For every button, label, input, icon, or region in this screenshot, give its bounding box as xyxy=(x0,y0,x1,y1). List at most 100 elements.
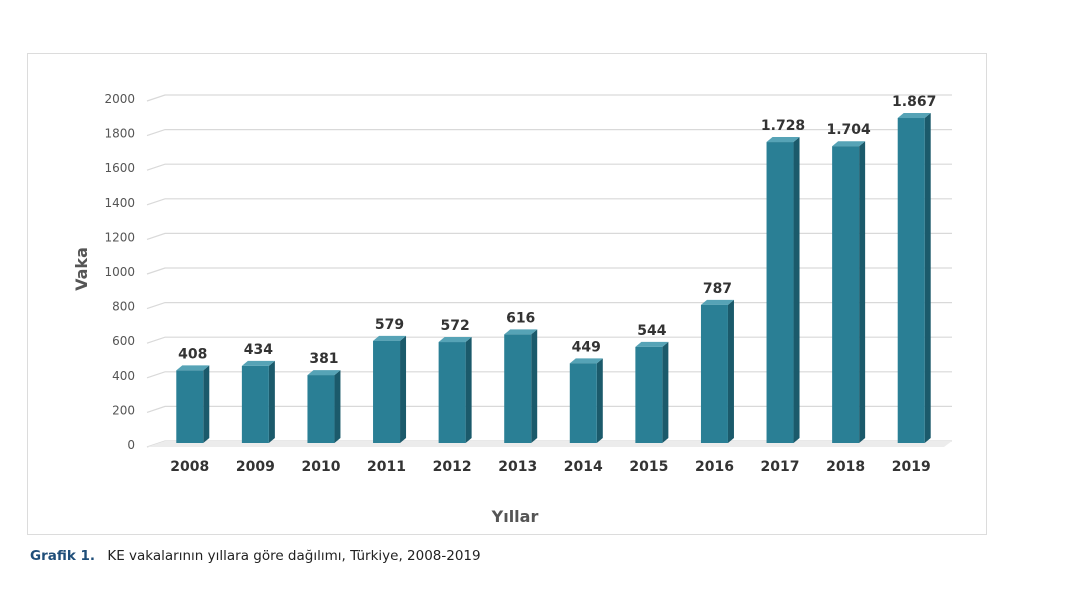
data-label: 544 xyxy=(637,323,666,339)
x-tick-label: 2013 xyxy=(498,459,537,475)
y-tick-label: 800 xyxy=(112,300,135,314)
gridline xyxy=(146,267,952,275)
bar-2018 xyxy=(832,141,866,443)
bar-side xyxy=(203,365,210,443)
bar-2012 xyxy=(438,337,472,443)
y-axis-title: Vaka xyxy=(72,247,91,291)
bar-side xyxy=(662,341,669,443)
bar-side xyxy=(793,137,800,443)
bar-2017 xyxy=(766,137,800,443)
y-tick-label: 0 xyxy=(127,438,135,452)
bar-2011 xyxy=(373,335,407,443)
chart-floor xyxy=(147,441,952,447)
bar-top xyxy=(897,113,931,119)
bar-side xyxy=(268,360,275,443)
bar-side xyxy=(596,358,603,443)
x-tick-label: 2018 xyxy=(826,459,865,475)
y-tick-label: 1200 xyxy=(104,230,135,244)
data-label: 1.867 xyxy=(892,94,936,110)
data-label: 408 xyxy=(178,346,207,362)
bar-front xyxy=(504,334,532,443)
bar-top xyxy=(438,337,472,343)
bar-top xyxy=(832,141,866,147)
bar-side xyxy=(859,141,866,443)
x-tick-label: 2016 xyxy=(695,459,734,475)
bar-top xyxy=(176,365,210,371)
chart-frame xyxy=(27,53,987,535)
x-axis-title: Yıllar xyxy=(491,507,539,526)
bar-2015 xyxy=(635,341,669,443)
bar-2019 xyxy=(897,113,931,443)
x-tick-label: 2012 xyxy=(433,459,472,475)
bar-front xyxy=(307,375,335,443)
bar-top xyxy=(373,335,407,341)
y-tick-label: 2000 xyxy=(104,92,135,106)
x-tick-label: 2008 xyxy=(170,459,209,475)
figure-caption: Grafik 1. KE vakalarının yıllara göre da… xyxy=(30,548,481,564)
y-tick-label: 400 xyxy=(112,369,135,383)
bar-front xyxy=(241,365,269,443)
gridline xyxy=(146,371,952,379)
bar-2016 xyxy=(700,299,734,443)
data-label: 1.704 xyxy=(826,122,871,138)
y-tick-label: 1800 xyxy=(104,127,135,141)
gridlines xyxy=(146,94,952,448)
x-tick-label: 2019 xyxy=(892,459,931,475)
bar-top xyxy=(766,137,800,143)
bar-front xyxy=(766,142,794,443)
y-axis-ticks: 0 200 400 600 800 1000 1200 1400 1600 1800 2000 xyxy=(104,92,135,452)
bar-side xyxy=(400,335,407,443)
bar-chart: 0 200 400 600 800 1000 1200 1400 1600 1800 2000 40… xyxy=(72,92,952,526)
bar-2008 xyxy=(176,365,210,443)
y-tick-label: 1600 xyxy=(104,161,135,175)
data-label: 434 xyxy=(244,342,273,358)
x-tick-label: 2015 xyxy=(629,459,668,475)
bar-2010 xyxy=(307,370,341,443)
y-tick-label: 200 xyxy=(112,403,135,417)
bar-top xyxy=(569,358,603,364)
caption-text: KE vakalarının yıllara göre dağılımı, Tü… xyxy=(107,548,481,564)
bar-side xyxy=(531,329,538,443)
y-tick-label: 600 xyxy=(112,334,135,348)
data-label: 787 xyxy=(703,281,732,297)
bar-front xyxy=(176,370,204,443)
bar-top xyxy=(307,370,341,376)
gridline xyxy=(146,163,952,171)
data-label: 449 xyxy=(572,339,601,355)
bar-front xyxy=(569,363,597,443)
bar-2014 xyxy=(569,358,603,443)
data-labels: 408 434 381 579 572 616 449 544 787 1.728 1.704 1.8… xyxy=(178,94,936,367)
y-tick-label: 1000 xyxy=(104,265,135,279)
bar-2013 xyxy=(504,329,538,443)
bar-side xyxy=(334,370,341,443)
data-label: 381 xyxy=(309,351,338,367)
bar-side xyxy=(727,299,734,443)
bar-front xyxy=(832,146,860,443)
x-tick-label: 2014 xyxy=(564,459,603,475)
y-tick-label: 1400 xyxy=(104,196,135,210)
caption-label: Grafik 1. xyxy=(30,548,96,564)
gridline xyxy=(146,128,952,137)
bar-front xyxy=(373,340,401,443)
data-label: 616 xyxy=(506,310,535,326)
bar-front xyxy=(897,118,925,443)
bars xyxy=(176,113,931,443)
gridline xyxy=(146,94,952,102)
x-tick-label: 2011 xyxy=(367,459,406,475)
bar-top xyxy=(241,360,275,366)
data-label: 579 xyxy=(375,317,404,333)
gridline xyxy=(146,302,952,310)
bar-side xyxy=(465,337,472,443)
gridline xyxy=(146,336,952,344)
bar-side xyxy=(924,113,931,443)
x-tick-label: 2010 xyxy=(301,459,340,475)
x-tick-label: 2017 xyxy=(761,459,800,475)
data-label: 1.728 xyxy=(761,118,805,134)
bar-front xyxy=(700,304,728,443)
x-axis-ticks: 2008 2009 2010 2011 2012 2013 2014 2015 2016 2017… xyxy=(170,459,930,475)
bar-top xyxy=(504,329,538,335)
gridline xyxy=(146,232,952,240)
bar-front xyxy=(438,342,466,443)
bar-top xyxy=(700,299,734,305)
gridline xyxy=(146,405,952,413)
